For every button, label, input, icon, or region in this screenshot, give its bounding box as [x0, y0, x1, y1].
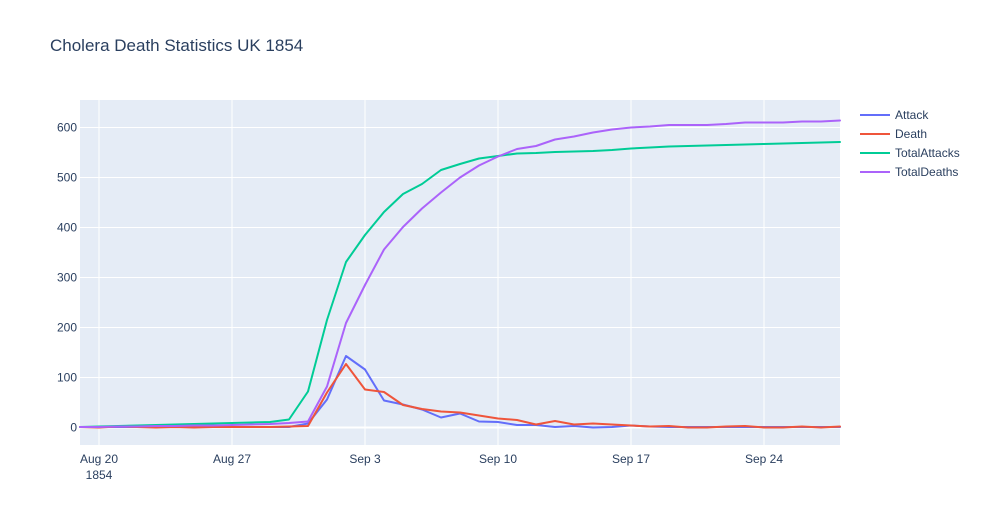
- y-tick-label: 0: [70, 421, 77, 435]
- x-tick-label: Sep 3: [349, 452, 381, 466]
- legend-item-attack[interactable]: Attack: [860, 108, 929, 122]
- chart-title: Cholera Death Statistics UK 1854: [50, 36, 303, 55]
- plot-background: [80, 100, 840, 445]
- y-axis-ticks: 0 100 200 300 400 500 600: [57, 121, 77, 435]
- legend-label: TotalDeaths: [895, 165, 958, 179]
- legend-item-totalattacks[interactable]: TotalAttacks: [860, 146, 960, 160]
- x-axis-ticks: Aug 20 1854 Aug 27 Sep 3 Sep 10 Sep 17 Sep 24: [80, 452, 783, 482]
- legend-item-totaldeaths[interactable]: TotalDeaths: [860, 165, 958, 179]
- y-tick-label: 100: [57, 371, 77, 385]
- x-tick-label: Aug 27: [213, 452, 251, 466]
- legend-label: Attack: [895, 108, 929, 122]
- x-tick-label: Sep 24: [745, 452, 783, 466]
- legend-label: TotalAttacks: [895, 146, 960, 160]
- series-line-death: [79, 363, 841, 429]
- x-tick-sublabel: 1854: [86, 468, 113, 482]
- series-line-totalattacks: [79, 141, 841, 428]
- x-tick-label: Aug 20: [80, 452, 118, 466]
- x-tick-label: Sep 10: [479, 452, 517, 466]
- series-line-totaldeaths: [79, 119, 841, 428]
- y-tick-label: 400: [57, 221, 77, 235]
- series-layer: [79, 119, 841, 429]
- legend-label: Death: [895, 127, 927, 141]
- y-tick-label: 600: [57, 121, 77, 135]
- y-tick-label: 500: [57, 171, 77, 185]
- x-tick-label: Sep 17: [612, 452, 650, 466]
- y-tick-label: 300: [57, 271, 77, 285]
- legend-item-death[interactable]: Death: [860, 127, 927, 141]
- legend: Attack Death TotalAttacks TotalDeaths: [860, 108, 960, 179]
- y-tick-label: 200: [57, 321, 77, 335]
